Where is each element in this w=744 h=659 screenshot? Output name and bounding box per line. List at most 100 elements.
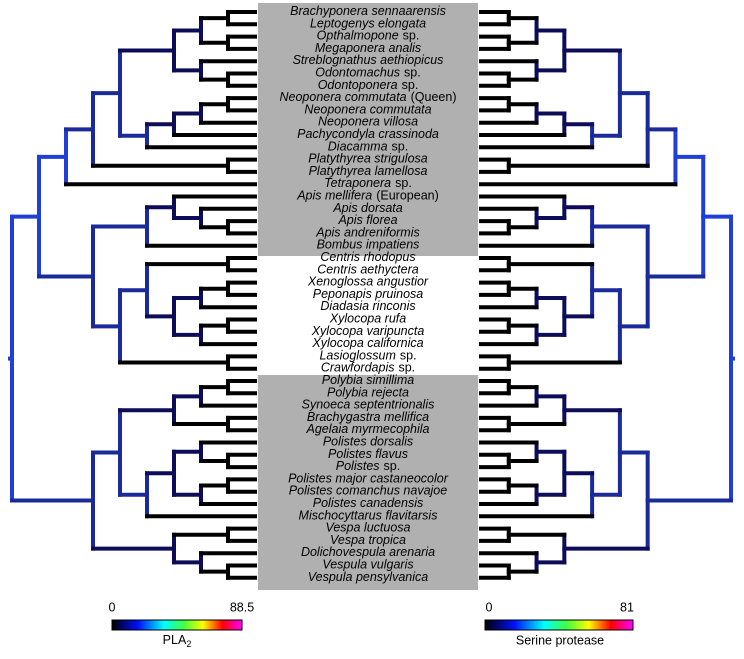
taxon-label: Neoponera commutata — [304, 103, 431, 117]
taxon-qualifier: sp. — [384, 459, 401, 473]
taxon-label: Streblognathus aethiopicus — [293, 53, 444, 67]
group-box — [258, 3, 478, 256]
colorbar-min: 0 — [486, 600, 493, 614]
taxon-qualifier: sp. — [398, 361, 415, 375]
taxon-name: Brachyponera sennaarensis — [290, 4, 446, 18]
taxon-name: Lasioglossum — [319, 349, 395, 363]
label-text: PLA — [163, 633, 187, 647]
taxon-label: Vespula vulgaris — [322, 558, 413, 572]
taxon-name: Platythyrea strigulosa — [308, 152, 428, 166]
taxon-label: Apis florea — [337, 213, 397, 227]
taxon-label: Leptogenys elongata — [310, 17, 426, 31]
taxon-label: Xenoglossa angustior — [307, 275, 429, 289]
taxon-name: Opthalmopone — [317, 29, 399, 43]
taxon-label: Apis andreniformis — [315, 226, 420, 240]
taxon-label: Lasioglossum sp. — [319, 349, 416, 363]
taxon-label: Vespa tropica — [330, 533, 406, 547]
taxon-label: Xylocopa varipuncta — [311, 324, 425, 338]
taxon-name: Centris aethyctera — [317, 263, 418, 277]
taxon-label: Apis mellifera (European) — [296, 189, 439, 203]
taxon-name: Diadasia rinconis — [320, 299, 415, 313]
taxon-label: Vespula pensylvanica — [308, 570, 428, 584]
taxon-name: Xylocopa varipuncta — [311, 324, 425, 338]
taxon-name: Xylocopa rufa — [329, 312, 406, 326]
taxon-label: Synoeca septentrionalis — [302, 398, 435, 412]
group-box — [258, 375, 478, 590]
taxon-name: Tetraponera — [324, 176, 391, 190]
taxon-label: Crawfordapis sp. — [321, 361, 415, 375]
taxon-label: Opthalmopone sp. — [317, 29, 420, 43]
taxon-name: Xenoglossa angustior — [307, 275, 429, 289]
taxon-label: Polistes canadensis — [313, 496, 423, 510]
taxon-name: Vespa tropica — [330, 533, 406, 547]
taxon-label: Centris rhodopus — [320, 250, 415, 264]
taxon-qualifier: sp. — [403, 29, 420, 43]
taxon-name: Synoeca septentrionalis — [302, 398, 435, 412]
taxon-label: Peponapis pruinosa — [313, 287, 424, 301]
taxon-name: Leptogenys elongata — [310, 17, 426, 31]
taxon-label: Platythyrea lamellosa — [309, 164, 428, 178]
colorbar-label: PLA2 — [163, 633, 192, 649]
taxon-name: Crawfordapis — [321, 361, 395, 375]
taxon-name: Brachygastra mellifica — [307, 410, 429, 424]
taxon-name: Polistes canadensis — [313, 496, 423, 510]
taxon-name: Agelaia myrmecophila — [306, 422, 430, 436]
label-subscript: 2 — [186, 639, 191, 649]
taxon-name: Polistes dorsalis — [323, 435, 413, 449]
taxon-label: Vespa luctuosa — [325, 521, 410, 535]
taxon-label: Brachyponera sennaarensis — [290, 4, 446, 18]
taxon-name: Neoponera commutata — [279, 90, 406, 104]
taxon-name: Vespula vulgaris — [322, 558, 413, 572]
taxon-label: Apis dorsata — [332, 201, 403, 215]
taxon-label: Odontoponera sp. — [318, 78, 419, 92]
taxon-name: Bombus impatiens — [317, 238, 420, 252]
taxon-qualifier: sp. — [392, 140, 409, 154]
colorbar-max: 81 — [620, 600, 634, 614]
taxon-label: Neoponera villosa — [318, 115, 418, 129]
taxon-name: Megaponera analis — [315, 41, 421, 55]
colorbar — [111, 619, 243, 631]
taxon-name: Platythyrea lamellosa — [309, 164, 428, 178]
taxon-name: Polybia simillima — [322, 373, 414, 387]
colorbar-label: Serine protease — [516, 633, 604, 647]
taxon-qualifier: sp. — [400, 349, 417, 363]
taxon-label: Diacamma sp. — [328, 140, 408, 154]
taxon-label: Xylocopa rufa — [329, 312, 406, 326]
taxon-name: Xylocopa californica — [311, 336, 423, 350]
taxon-label: Platythyrea strigulosa — [308, 152, 428, 166]
taxon-label: Xylocopa californica — [311, 336, 423, 350]
taxon-name: Centris rhodopus — [320, 250, 415, 264]
taxon-qualifier: (Queen) — [411, 90, 457, 104]
colorbar-max: 88.5 — [230, 600, 254, 614]
taxon-label: Bombus impatiens — [317, 238, 420, 252]
taxon-label: Neoponera commutata (Queen) — [279, 90, 456, 104]
taxon-name: Odontoponera — [318, 78, 398, 92]
taxon-qualifier: sp. — [402, 78, 419, 92]
taxon-name: Diacamma — [328, 140, 388, 154]
taxon-label: Dolichovespula arenaria — [301, 545, 435, 559]
taxon-qualifier: sp. — [404, 66, 421, 80]
taxon-qualifier: (European) — [376, 189, 439, 203]
taxon-label: Tetraponera sp. — [324, 176, 412, 190]
taxon-name: Streblognathus aethiopicus — [293, 53, 444, 67]
taxon-name: Polistes — [336, 459, 380, 473]
taxon-label: Polistes flavus — [328, 447, 408, 461]
taxon-name: Vespa luctuosa — [325, 521, 410, 535]
taxon-label: Odontomachus sp. — [315, 66, 420, 80]
taxon-name: Polistes comanchus navajoe — [289, 484, 447, 498]
taxon-label: Polistes dorsalis — [323, 435, 413, 449]
colorbar-min: 0 — [109, 600, 116, 614]
taxon-name: Dolichovespula arenaria — [301, 545, 435, 559]
taxon-name: Apis dorsata — [332, 201, 403, 215]
taxon-name: Apis mellifera — [296, 189, 372, 203]
taxon-name: Apis andreniformis — [315, 226, 420, 240]
taxon-label: Brachygastra mellifica — [307, 410, 429, 424]
taxon-label: Megaponera analis — [315, 41, 421, 55]
taxon-name: Mischocyttarus flavitarsis — [299, 509, 438, 523]
taxon-label: Pachycondyla crassinoda — [297, 127, 439, 141]
taxon-name: Neoponera commutata — [304, 103, 431, 117]
taxon-label: Polistes comanchus navajoe — [289, 484, 447, 498]
taxon-qualifier: sp. — [395, 176, 412, 190]
taxon-label: Diadasia rinconis — [320, 299, 415, 313]
